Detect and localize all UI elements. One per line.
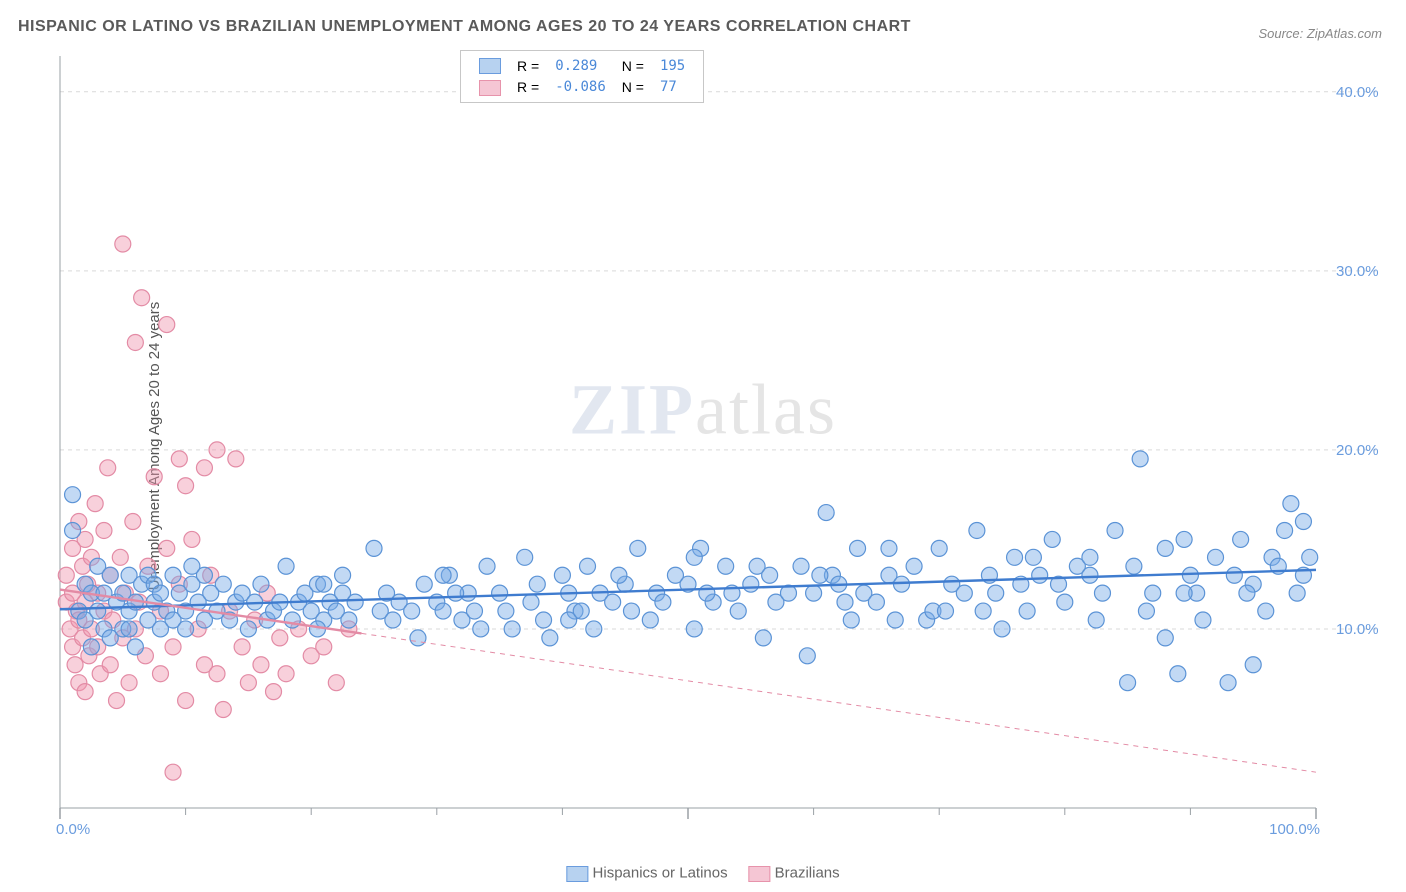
scatter-chart: 10.0% 20.0% 30.0% 40.0% 0.0% 100.0%	[48, 48, 1388, 838]
swatch-hispanic	[479, 58, 501, 74]
svg-text:100.0%: 100.0%	[1269, 821, 1320, 838]
svg-text:30.0%: 30.0%	[1336, 263, 1379, 280]
svg-text:40.0%: 40.0%	[1336, 84, 1379, 101]
chart-title: HISPANIC OR LATINO VS BRAZILIAN UNEMPLOY…	[18, 18, 911, 36]
stats-row-hispanic: R = 0.289 N = 195	[471, 55, 693, 76]
r-value-brazilian: -0.086	[547, 76, 614, 97]
legend-swatch-hispanic	[566, 866, 588, 882]
legend-label-hispanic: Hispanics or Latinos	[593, 865, 728, 882]
plot-area: 10.0% 20.0% 30.0% 40.0% 0.0% 100.0%	[48, 48, 1388, 838]
n-value-hispanic: 195	[652, 55, 693, 76]
svg-text:0.0%: 0.0%	[56, 821, 90, 838]
stats-legend: R = 0.289 N = 195 R = -0.086 N = 77	[460, 50, 704, 103]
bottom-legend: Hispanics or Latinos Brazilians	[566, 864, 839, 882]
source-label: Source: ZipAtlas.com	[1258, 26, 1382, 41]
svg-text:20.0%: 20.0%	[1336, 442, 1379, 459]
stats-row-brazilian: R = -0.086 N = 77	[471, 76, 693, 97]
legend-label-brazilian: Brazilians	[775, 865, 840, 882]
r-value-hispanic: 0.289	[547, 55, 614, 76]
svg-text:10.0%: 10.0%	[1336, 621, 1379, 638]
swatch-brazilian	[479, 80, 501, 96]
legend-swatch-brazilian	[748, 866, 770, 882]
n-value-brazilian: 77	[652, 76, 693, 97]
